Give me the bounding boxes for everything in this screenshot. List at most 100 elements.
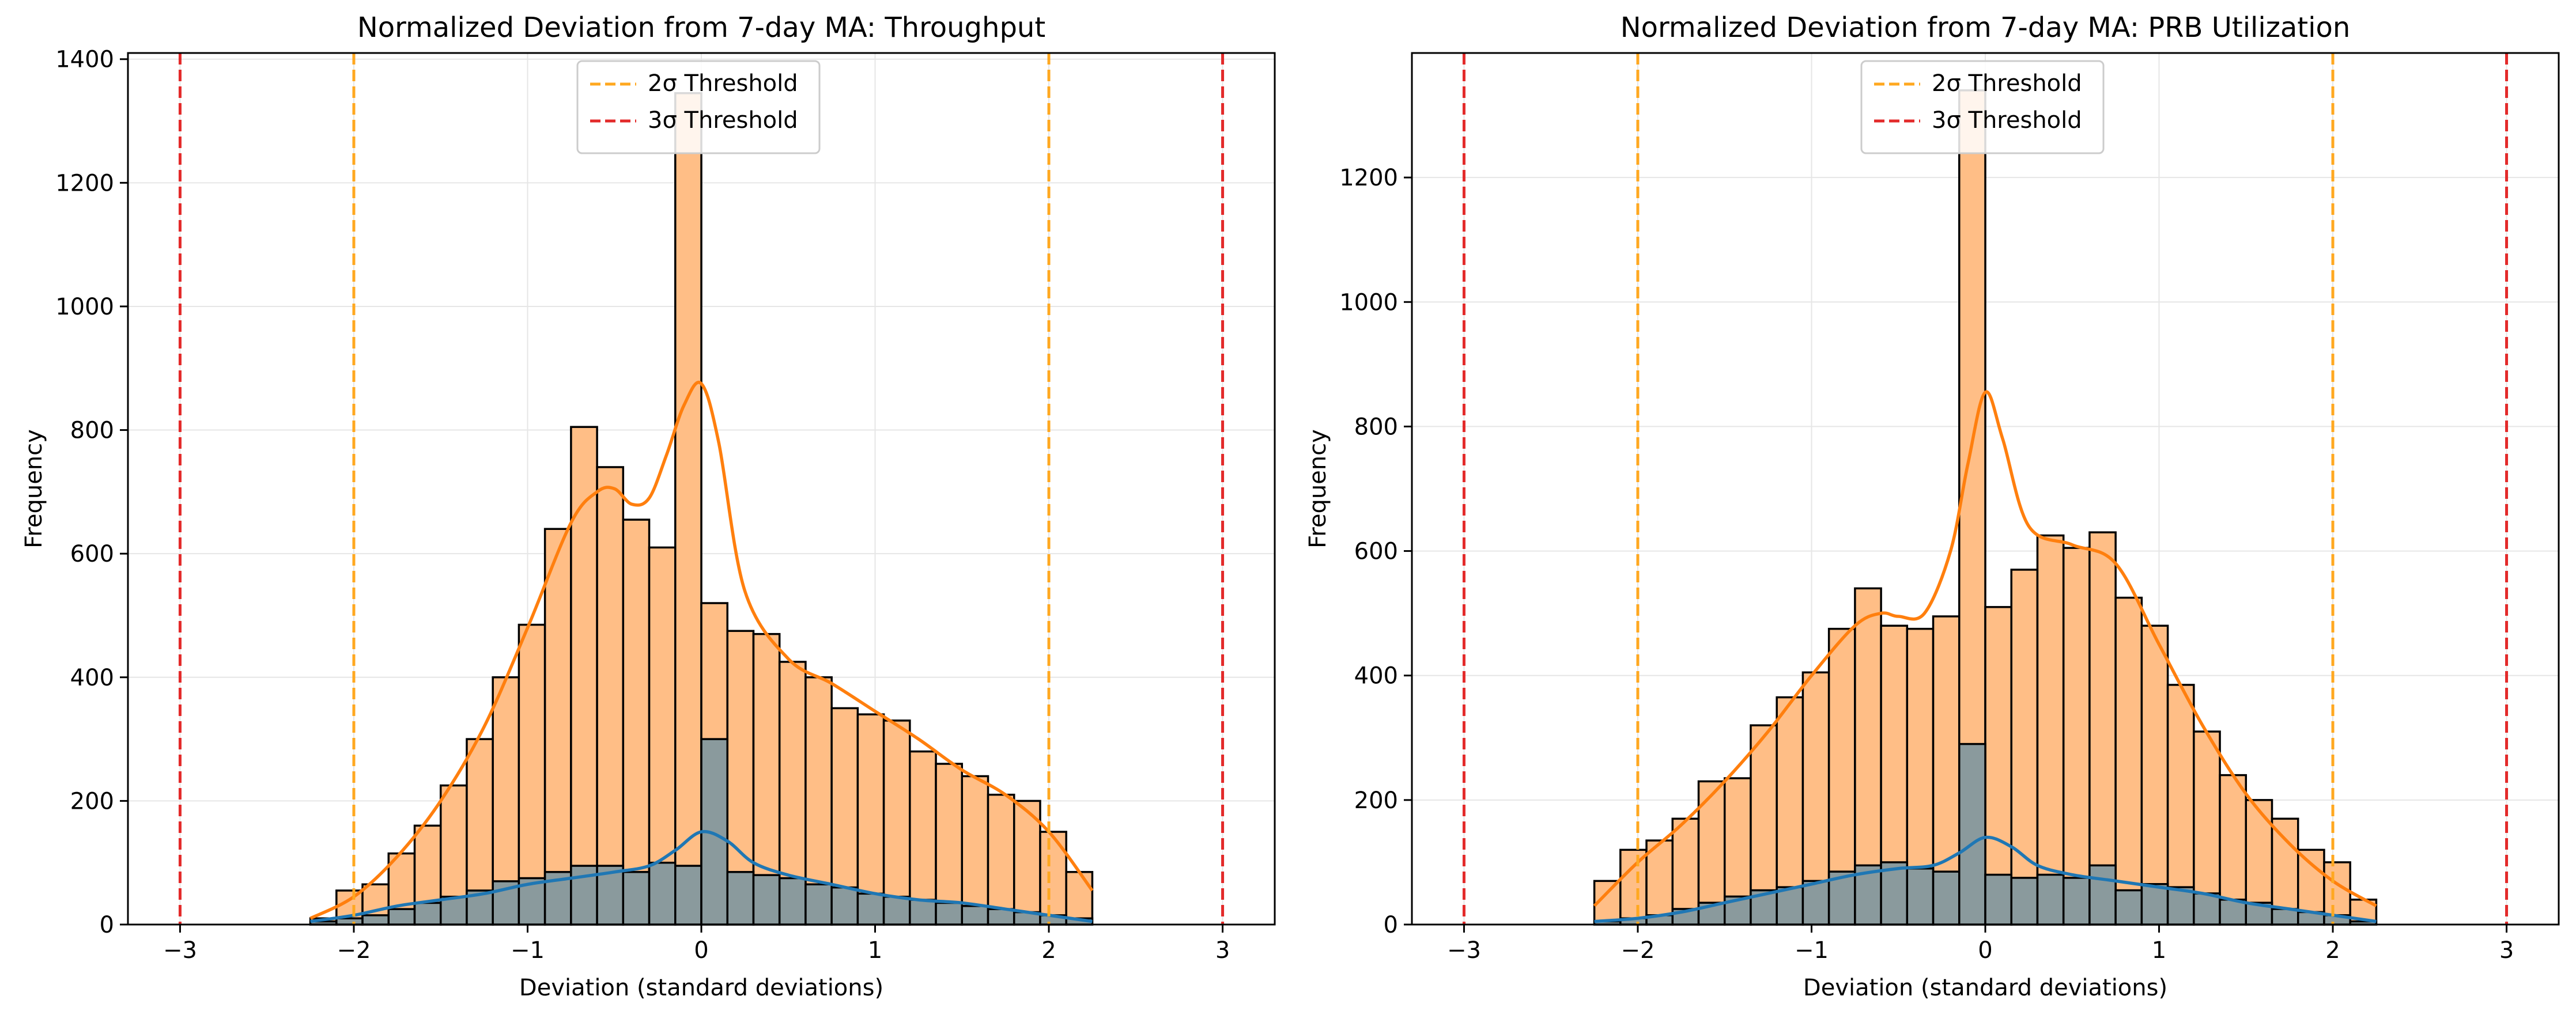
y-tick-label: 800: [1354, 414, 1398, 440]
bar: [2271, 908, 2299, 926]
y-tick-label: 400: [1354, 663, 1398, 690]
bar: [2193, 892, 2221, 926]
bar: [674, 92, 702, 926]
y-tick-label: 1000: [1339, 289, 1398, 316]
y-tick-label: 0: [100, 912, 114, 938]
bar: [543, 528, 572, 926]
x-tick-label: −3: [163, 937, 197, 964]
bar: [622, 518, 651, 926]
bar: [2010, 877, 2039, 926]
x-tick-label: 3: [1215, 937, 1230, 964]
bar: [622, 871, 651, 926]
bar: [1984, 873, 2012, 926]
bar: [648, 546, 677, 926]
bar: [1619, 848, 1648, 926]
bar: [961, 905, 989, 926]
y-tick-label: 1400: [55, 47, 114, 73]
bar: [674, 865, 702, 926]
bar: [1932, 870, 1961, 926]
legend-label: 3σ Threshold: [648, 107, 798, 134]
bar: [413, 901, 442, 926]
bar: [935, 901, 964, 926]
bar: [935, 763, 964, 926]
y-tick-label: 1200: [1339, 165, 1398, 191]
y-tick-label: 600: [70, 541, 114, 567]
bar: [882, 895, 911, 926]
bar: [596, 466, 625, 926]
x-tick-label: −1: [1795, 937, 1829, 964]
x-tick-label: 0: [1978, 937, 1992, 964]
x-axis-label: Deviation (standard deviations): [519, 975, 883, 1001]
x-tick-label: −3: [1447, 937, 1481, 964]
bar: [778, 877, 807, 926]
x-tick-label: −1: [511, 937, 545, 964]
bar: [987, 793, 1015, 926]
bar: [909, 899, 937, 926]
bar: [726, 871, 755, 926]
y-axis-label: Frequency: [1305, 429, 1331, 548]
chart-title: Normalized Deviation from 7-day MA: PRB …: [1621, 12, 2351, 44]
y-tick-label: 800: [70, 418, 114, 444]
legend-label: 3σ Threshold: [1932, 107, 2082, 134]
bar: [2062, 547, 2091, 926]
bar: [2114, 596, 2143, 926]
bar: [2088, 864, 2117, 926]
y-tick-label: 600: [1354, 539, 1398, 565]
bar: [387, 908, 416, 926]
kde-line-series-b: [310, 829, 1093, 923]
bar: [909, 750, 937, 926]
legend-label: 2σ Threshold: [1932, 70, 2082, 97]
bar: [961, 775, 989, 926]
legend: 2σ Threshold 3σ Threshold: [1860, 60, 2105, 154]
x-axis-label: Deviation (standard deviations): [1803, 975, 2167, 1001]
bar: [752, 874, 781, 926]
y-tick-label: 1000: [55, 294, 114, 320]
bar: [648, 861, 677, 926]
legend-label: 2σ Threshold: [648, 70, 798, 97]
y-tick-label: 0: [1384, 912, 1398, 938]
x-tick-label: 2: [1041, 937, 1056, 964]
bar: [2036, 873, 2065, 926]
bar: [1776, 886, 1804, 926]
bar: [1671, 817, 1700, 926]
bar: [987, 908, 1015, 926]
bar: [361, 914, 390, 926]
kde-line-series-b: [1594, 835, 2377, 923]
x-tick-label: 2: [2325, 937, 2340, 964]
y-tick-label: 200: [70, 788, 114, 815]
bar: [1065, 871, 1094, 926]
x-tick-label: −2: [1621, 937, 1655, 964]
bar: [1013, 800, 1041, 926]
bar: [2140, 624, 2169, 926]
bar: [882, 719, 911, 926]
legend-box: [576, 60, 821, 154]
x-tick-label: 0: [694, 937, 708, 964]
bar: [2010, 569, 2039, 926]
legend-box: [1860, 60, 2105, 154]
bar: [1906, 867, 1935, 926]
bar: [1827, 870, 1856, 926]
bar: [439, 895, 468, 926]
kde-line-series-a: [309, 381, 1094, 920]
bar: [804, 883, 833, 926]
y-tick-label: 1200: [55, 170, 114, 196]
x-tick-label: −2: [337, 937, 371, 964]
y-tick-label: 200: [1354, 787, 1398, 814]
y-tick-label: 400: [70, 665, 114, 691]
x-tick-label: 1: [868, 937, 882, 964]
bar: [1880, 861, 1909, 926]
bar: [2114, 889, 2143, 926]
chart-panel-throughput: −3 −2 −1 0 1 2 3 0 200 400 600 800 1000 1200 1400 Norma…: [21, 12, 1276, 1001]
bar: [1958, 743, 1986, 926]
bar: [1801, 880, 1830, 926]
y-axis-label: Frequency: [21, 429, 47, 548]
bar: [856, 892, 885, 926]
chart-panel-prb-utilization: −3 −2 −1 0 1 2 3 0 200 400 600 800 1000 1200 Normalize…: [1305, 12, 2560, 1001]
bar: [830, 886, 859, 926]
chart-title: Normalized Deviation from 7-day MA: Thro…: [357, 12, 1045, 44]
x-tick-label: 3: [2499, 937, 2514, 964]
bar: [2140, 883, 2169, 926]
legend: 2σ Threshold 3σ Threshold: [576, 60, 821, 154]
bar: [1039, 831, 1067, 926]
